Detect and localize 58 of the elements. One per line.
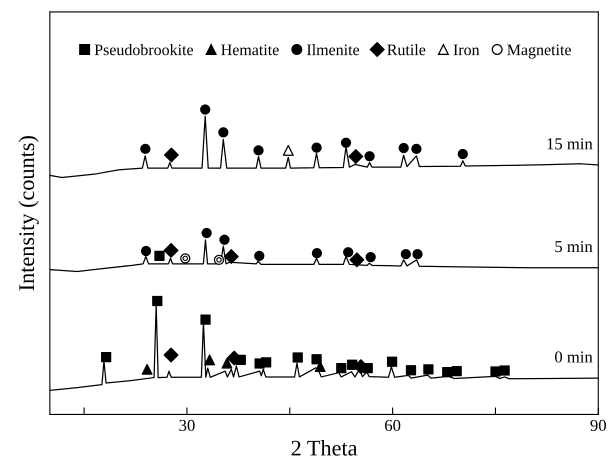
point	[224, 249, 239, 264]
point	[366, 252, 376, 262]
point	[164, 148, 179, 162]
point	[253, 145, 264, 156]
point	[452, 366, 462, 376]
y-axis-title: Intensity (counts)	[18, 136, 39, 290]
point	[164, 348, 178, 362]
point	[140, 246, 152, 256]
x-tick-label: 60	[385, 420, 400, 432]
point	[200, 104, 210, 115]
point	[282, 144, 294, 156]
legend-label: Rutile	[387, 44, 426, 56]
point	[261, 357, 272, 368]
point	[411, 144, 422, 154]
legend-label: Iron	[454, 44, 480, 56]
series-label: 15 min	[547, 138, 593, 150]
x-tick-label: 30	[179, 420, 195, 432]
point	[254, 250, 264, 262]
point	[343, 247, 354, 258]
x-tick-label: 90	[590, 420, 606, 432]
legend-label: Hematite	[221, 44, 279, 56]
point	[336, 362, 346, 374]
point	[140, 144, 150, 154]
point	[349, 252, 364, 268]
point	[348, 149, 364, 164]
point	[204, 354, 216, 366]
series-label: 5 min	[555, 241, 593, 252]
point	[442, 366, 452, 378]
point	[164, 242, 178, 258]
point	[500, 365, 510, 376]
point	[400, 248, 411, 260]
series-label: 0 min	[554, 351, 593, 363]
point	[101, 352, 112, 362]
point	[202, 228, 212, 238]
point	[311, 354, 322, 364]
point	[340, 138, 352, 148]
point	[219, 234, 230, 245]
x-axis-title: 2 Theta	[292, 440, 358, 456]
point	[218, 127, 228, 138]
point	[386, 356, 398, 367]
point	[398, 142, 409, 154]
point	[292, 352, 303, 363]
legend-label: Ilmenite	[306, 44, 360, 56]
point	[412, 248, 423, 260]
point	[312, 248, 322, 258]
point	[423, 364, 434, 374]
point	[180, 253, 190, 264]
legend-label: Magnetite	[507, 44, 571, 59]
point	[154, 250, 165, 262]
legend-label: Pseudobrookite	[94, 44, 194, 56]
point	[364, 151, 375, 162]
point	[406, 365, 416, 376]
point	[311, 142, 322, 153]
point	[152, 296, 162, 306]
point	[200, 314, 211, 325]
point	[142, 364, 153, 375]
point	[458, 148, 468, 160]
point	[214, 254, 224, 265]
